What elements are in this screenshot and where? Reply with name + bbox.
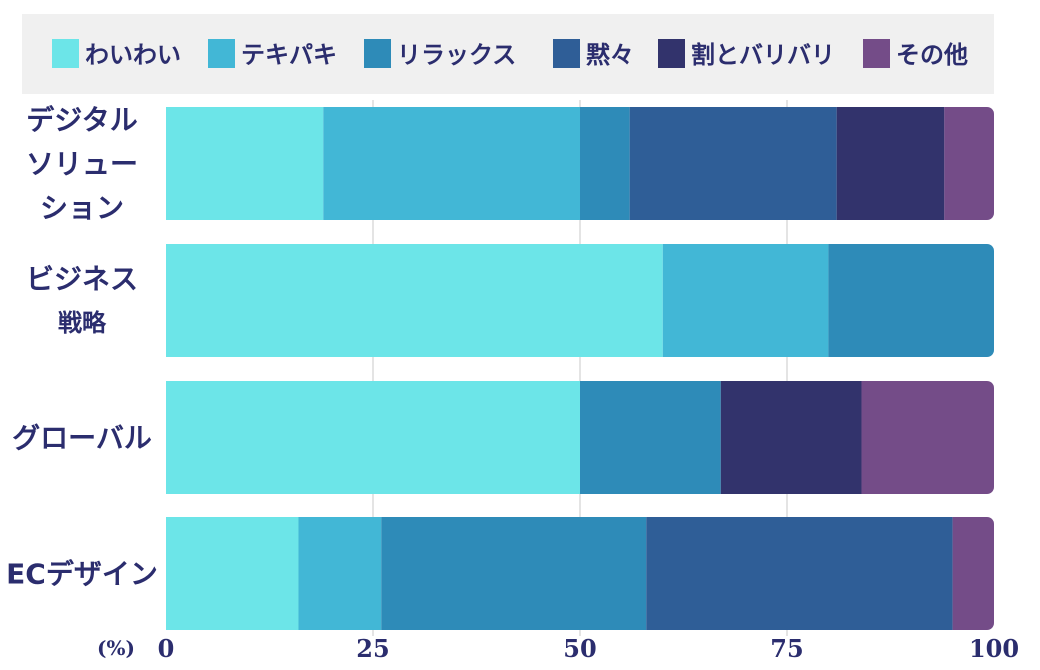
tick-label: 0: [158, 634, 175, 663]
bar-segment: [298, 517, 382, 630]
bar-segment: [166, 517, 299, 630]
bar-segment: [629, 107, 837, 220]
bar-segment: [580, 381, 721, 494]
category-label: グローバル: [12, 422, 152, 455]
bar-segment: [662, 244, 829, 357]
bar-segment: [323, 107, 580, 220]
bars: [166, 107, 994, 630]
category-label: ション: [40, 192, 124, 225]
category-label: ECデザイン: [6, 558, 158, 591]
legend-swatch: [364, 39, 391, 68]
bar-segment: [166, 107, 324, 220]
unit-label: (%): [97, 636, 135, 660]
legend-swatch: [863, 39, 890, 68]
bar-segment: [720, 381, 862, 494]
bar-group: [166, 244, 994, 357]
bar-segment: [646, 517, 953, 630]
category-label: 戦略: [58, 309, 107, 337]
tick-label: 75: [770, 634, 803, 663]
legend-swatch: [208, 39, 235, 68]
bar-group: [166, 517, 994, 630]
x-axis-ticks: 0 25 50 75 100: [158, 634, 1019, 663]
legend: わいわい テキパキ リラックス 黙々 割とバリバリ その他: [52, 39, 968, 69]
bar-segment: [166, 244, 663, 357]
legend-swatch: [553, 39, 580, 68]
bar-segment: [952, 517, 994, 630]
tick-label: 50: [563, 634, 596, 663]
legend-background: [22, 14, 994, 94]
legend-swatch: [52, 39, 79, 68]
category-label: ソリュー: [26, 148, 138, 181]
category-label: ビジネス: [26, 263, 138, 296]
bar-segment: [944, 107, 994, 220]
tick-label: 100: [969, 634, 1019, 663]
bar-group: [166, 381, 994, 494]
tick-label: 25: [356, 634, 389, 663]
bar-group: [166, 107, 994, 220]
bar-segment: [166, 381, 580, 494]
legend-label: テキパキ: [241, 41, 337, 69]
legend-swatch: [658, 39, 685, 68]
bar-segment: [861, 381, 994, 494]
legend-label: 黙々: [586, 41, 634, 69]
bar-segment: [836, 107, 945, 220]
bar-segment: [381, 517, 647, 630]
legend-label: その他: [896, 41, 968, 69]
legend-label: リラックス: [397, 41, 516, 69]
legend-label: 割とバリバリ: [691, 41, 835, 69]
category-label: デジタル: [26, 104, 137, 137]
bar-segment: [580, 107, 630, 220]
legend-label: わいわい: [85, 41, 181, 69]
bar-segment: [828, 244, 994, 357]
